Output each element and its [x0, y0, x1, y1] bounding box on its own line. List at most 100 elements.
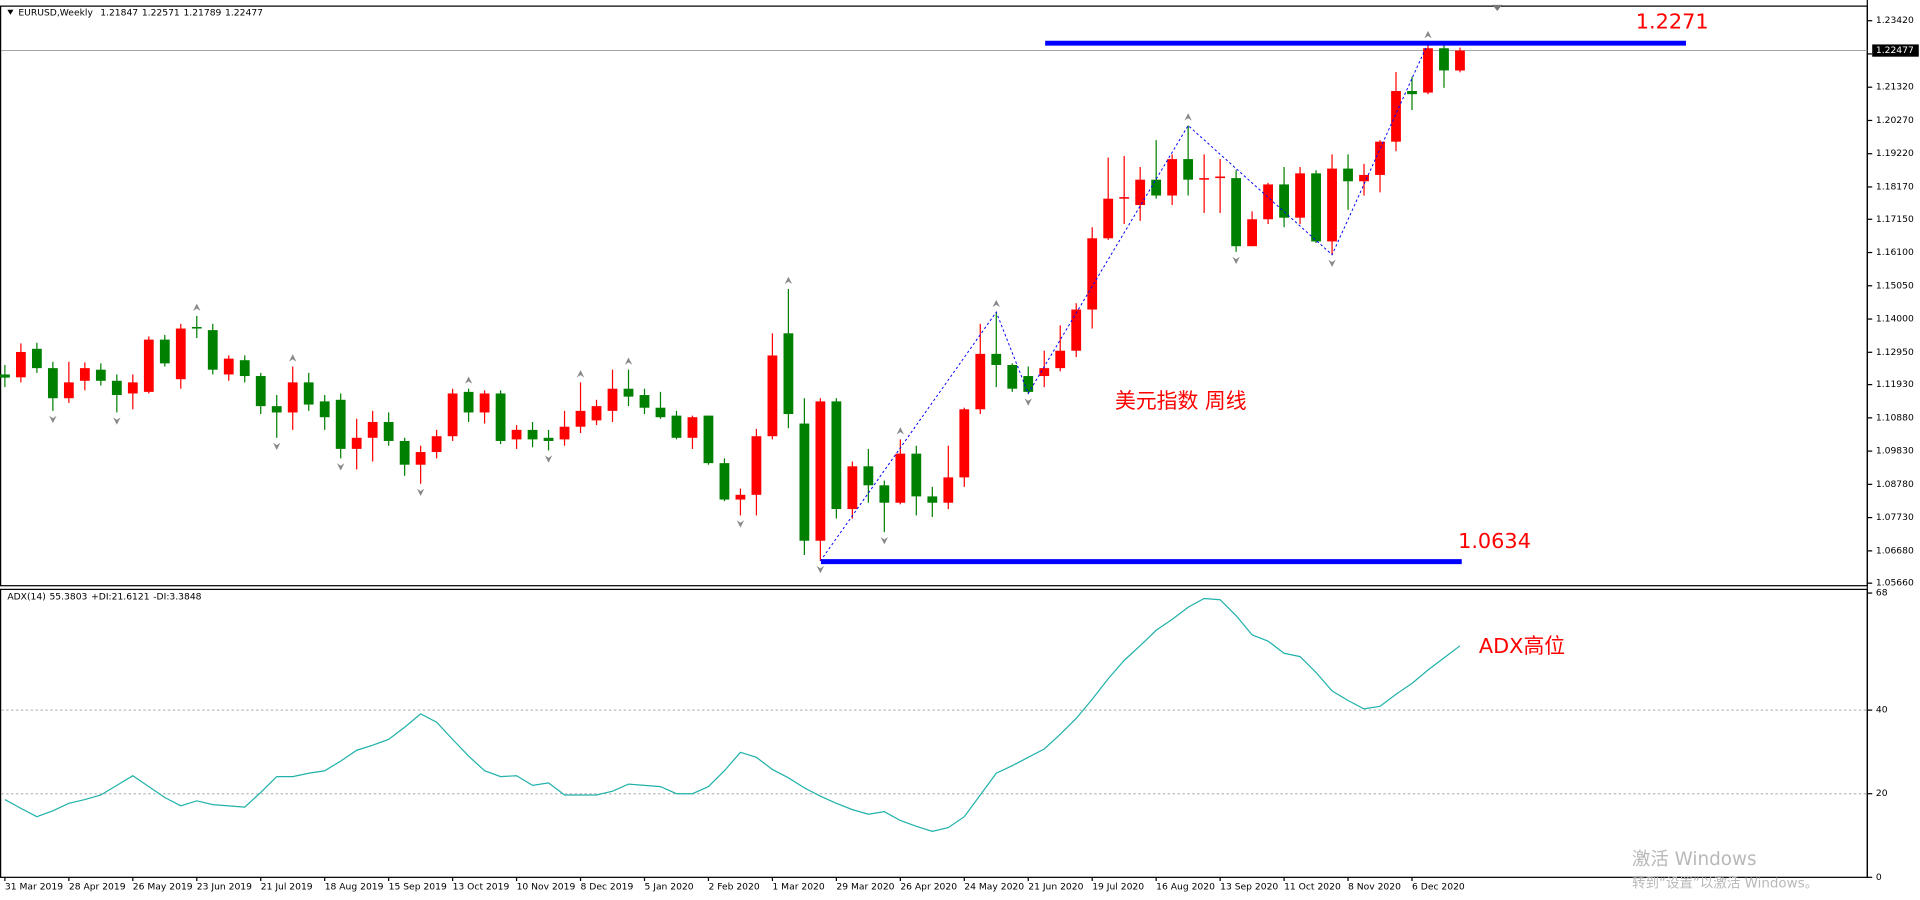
y-tick-label: 1.12950: [1876, 347, 1914, 358]
fractal-up: [289, 354, 297, 362]
candle-body: [687, 417, 698, 438]
x-tick-label: 31 Mar 2019: [5, 882, 63, 893]
candle-body: [127, 382, 138, 394]
candle-body: [1327, 168, 1337, 242]
candle-body: [1439, 48, 1449, 71]
candle-body: [975, 353, 986, 410]
candle-body: [671, 415, 682, 438]
y-tick-label: 1.19220: [1876, 148, 1914, 159]
candle-body: [143, 339, 154, 392]
candle-body: [239, 360, 250, 377]
candle-body: [335, 399, 346, 449]
fractal-up: [992, 299, 1000, 308]
candle-body: [1375, 141, 1385, 175]
candle-body: [1167, 159, 1178, 196]
fractal-up: [464, 376, 473, 384]
candle-body: [31, 348, 42, 369]
candle-body: [1055, 350, 1066, 369]
y-tick-label: 20: [1876, 788, 1888, 799]
x-tick-label: 8 Dec 2019: [581, 882, 634, 893]
x-tick-label: 5 Jan 2020: [644, 882, 693, 893]
candle-body: [255, 376, 266, 407]
candle-body: [703, 415, 714, 464]
candle-body: [351, 437, 362, 449]
candle-body: [1311, 173, 1321, 242]
adx-annotation: ADX高位: [1479, 634, 1565, 658]
candle-body: [79, 368, 90, 381]
chart-annotation: 美元指数 周线: [1115, 389, 1247, 413]
fractal-down: [1024, 398, 1032, 406]
candle-body: [271, 406, 282, 413]
x-tick-label: 24 May 2020: [964, 882, 1024, 893]
candle-body: [751, 436, 762, 495]
y-tick-label: 1.07730: [1876, 512, 1914, 523]
candle-body: [511, 429, 522, 440]
symbol: EURUSD,Weekly: [18, 7, 93, 18]
fractal-up: [896, 427, 905, 435]
candle-body: [1359, 174, 1369, 182]
level-label: 1.0634: [1458, 529, 1531, 553]
y-tick-label: 1.21320: [1876, 82, 1914, 93]
fractal-down: [1232, 256, 1240, 265]
watermark-hint: 转到“设置”以激活 Windows。: [1632, 875, 1818, 891]
candle-body: [927, 496, 938, 503]
high-value: 1.22571: [142, 7, 180, 18]
candle-body: [1151, 179, 1162, 196]
fractal-down: [736, 520, 745, 528]
candle-body: [767, 355, 778, 437]
x-tick-label: 2 Feb 2020: [708, 882, 759, 893]
adx-header: ADX(14) 55.3803 +DI:21.6121 -DI:3.3848: [7, 591, 201, 602]
candle-body: [831, 401, 842, 510]
candle-body: [431, 436, 442, 453]
candle-body: [319, 401, 330, 418]
candle-body: [479, 393, 490, 413]
y-tick-label: 1.16100: [1876, 247, 1914, 258]
candle-body: [1295, 173, 1305, 218]
candle-body: [719, 463, 730, 500]
candle-body: [863, 466, 874, 486]
candle-body: [1343, 168, 1353, 182]
y-tick-label: 1.14000: [1876, 314, 1914, 325]
candle-body: [991, 353, 1002, 365]
y-tick-label: 1.06680: [1876, 545, 1914, 556]
candle-body: [287, 382, 298, 413]
current-price-tag: [1872, 44, 1919, 57]
x-tick-label: 8 Nov 2020: [1348, 882, 1401, 893]
candle-body: [959, 409, 970, 478]
price-header: EURUSD,Weekly 1.21847 1.22571 1.21789 1.2247…: [18, 7, 263, 18]
fractal-down: [49, 415, 57, 424]
x-tick-label: 10 Nov 2019: [517, 882, 576, 893]
y-tick-label: 40: [1876, 705, 1888, 716]
candle-body: [735, 494, 746, 500]
candle-body: [1103, 198, 1114, 239]
candle-body: [879, 485, 890, 503]
candle-body: [1023, 376, 1034, 392]
x-tick-label: 13 Oct 2019: [453, 882, 510, 893]
y-tick-label: 1.23420: [1876, 15, 1914, 26]
candle-body: [639, 395, 650, 408]
candle-body: [0, 374, 10, 378]
minus-di-value: 3.3848: [169, 591, 201, 602]
candle-body: [159, 339, 170, 364]
y-tick-label: 1.17150: [1876, 214, 1914, 225]
y-tick-label: 0: [1876, 872, 1882, 883]
candle-body: [415, 452, 426, 465]
y-tick-label: 1.09830: [1876, 446, 1914, 457]
candle-body: [1039, 368, 1050, 377]
y-tick-label: 68: [1876, 588, 1888, 599]
candle-body: [1247, 219, 1258, 247]
x-tick-label: 28 Apr 2019: [69, 882, 126, 893]
x-tick-label: 26 May 2019: [133, 882, 193, 893]
candle-body: [175, 328, 186, 380]
y-tick-label: 1.08780: [1876, 479, 1914, 490]
candle-body: [1423, 48, 1433, 93]
candle-body: [799, 423, 810, 541]
x-tick-label: 21 Jul 2019: [261, 882, 313, 893]
candle-body: [1407, 91, 1417, 95]
candle-body: [911, 453, 922, 497]
candle-body: [447, 393, 458, 437]
x-tick-label: 13 Sep 2020: [1220, 882, 1278, 893]
candle-body: [943, 477, 954, 503]
y-tick-label: 1.18170: [1876, 181, 1914, 192]
low-value: 1.21789: [183, 7, 221, 18]
